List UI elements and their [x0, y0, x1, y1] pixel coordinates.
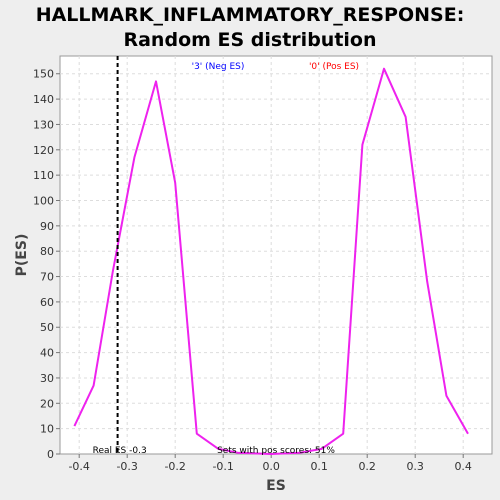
- y-axis: 0 10 20 30 40 50 60 70 80 90 100 110 120 130 140 150: [33, 68, 60, 461]
- y-tick-label: 120: [33, 144, 54, 157]
- series-line: [73, 67, 469, 455]
- y-tick-label: 140: [33, 93, 54, 106]
- plot-area: [59, 55, 493, 455]
- pos-scores-annotation: Sets with pos scores: 51%: [217, 446, 335, 456]
- y-tick-label: 150: [33, 68, 54, 81]
- x-tick-label: -0.4: [68, 460, 89, 473]
- x-tick-label: -0.2: [164, 460, 185, 473]
- pos-es-annotation: '0' (Pos ES): [309, 62, 359, 72]
- x-tick-label: -0.1: [212, 460, 233, 473]
- chart-title-line2: Random ES distribution: [123, 29, 376, 51]
- y-tick-label: 70: [40, 271, 54, 284]
- x-tick-label: 0.0: [262, 460, 280, 473]
- y-tick-label: 90: [40, 220, 54, 233]
- real-es-label: Real ES -0.3: [93, 446, 147, 456]
- y-tick-label: 60: [40, 296, 54, 309]
- y-tick-label: 40: [40, 347, 54, 360]
- grid-lines: [60, 56, 492, 454]
- x-tick-label: 0.3: [406, 460, 424, 473]
- y-tick-label: 110: [33, 169, 54, 182]
- x-tick-label: 0.1: [310, 460, 328, 473]
- y-tick-label: 130: [33, 118, 54, 131]
- y-tick-label: 50: [40, 321, 54, 334]
- y-tick-label: 20: [40, 397, 54, 410]
- x-axis: -0.4 -0.3 -0.2 -0.1 0.0 0.1 0.2 0.3 0.4: [68, 454, 472, 473]
- y-tick-label: 10: [40, 423, 54, 436]
- series-group: [73, 67, 469, 455]
- x-axis-title: ES: [266, 478, 286, 494]
- chart-title-line1: HALLMARK_INFLAMMATORY_RESPONSE:: [36, 4, 465, 26]
- y-tick-label: 100: [33, 194, 54, 207]
- y-tick-label: 80: [40, 245, 54, 258]
- y-tick-label: 30: [40, 372, 54, 385]
- y-tick-label: 0: [47, 448, 54, 461]
- neg-es-annotation: '3' (Neg ES): [192, 62, 245, 72]
- x-tick-label: 0.2: [358, 460, 376, 473]
- y-axis-title: P(ES): [14, 234, 30, 277]
- x-tick-label: -0.3: [116, 460, 137, 473]
- x-tick-label: 0.4: [454, 460, 472, 473]
